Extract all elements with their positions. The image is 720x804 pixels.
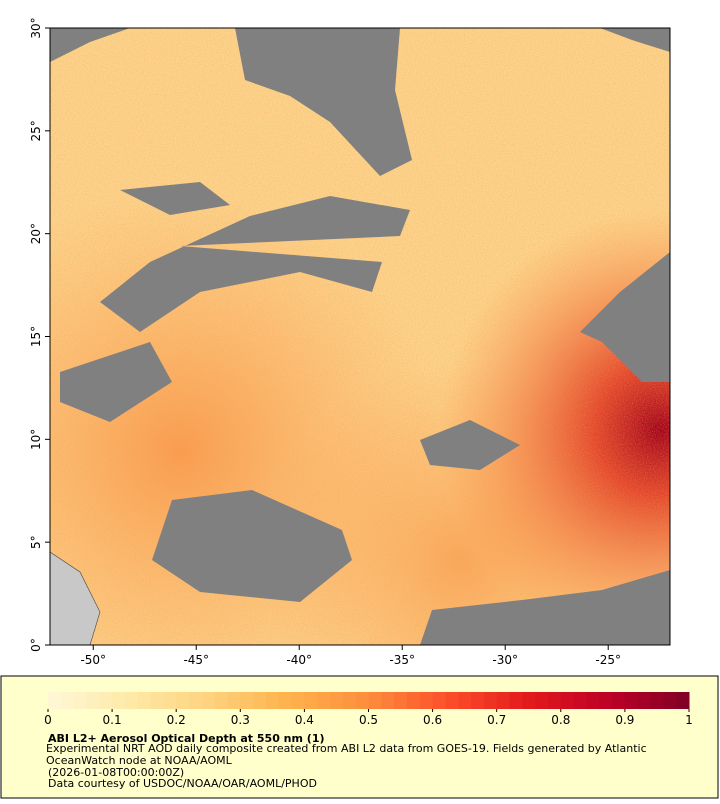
- colorbar-segment: [509, 692, 523, 709]
- lat-tick-label: 10°: [29, 429, 43, 450]
- colorbar-segment: [240, 692, 254, 709]
- colorbar-tick-label: 0.1: [103, 713, 122, 727]
- colorbar-segment: [163, 692, 177, 709]
- caption-description: Experimental NRT AOD daily composite cre…: [46, 743, 647, 767]
- colorbar-segment: [227, 692, 241, 709]
- colorbar-segment: [137, 692, 152, 709]
- colorbar-segment: [73, 692, 87, 709]
- colorbar-segment: [637, 692, 652, 709]
- colorbar-segment: [60, 692, 75, 709]
- colorbar-segment: [458, 692, 472, 709]
- colorbar-segment: [445, 692, 459, 709]
- colorbar-segment: [342, 692, 357, 709]
- cloud-mask: [50, 28, 670, 645]
- lon-tick-label: -50°: [80, 653, 106, 667]
- colorbar-segment: [394, 692, 408, 709]
- colorbar-segment: [560, 692, 575, 709]
- colorbar-tick-label: 0.3: [231, 713, 250, 727]
- colorbar-segment: [214, 692, 228, 709]
- colorbar-segment: [663, 692, 677, 709]
- colorbar-tick-label: 0.4: [295, 713, 314, 727]
- colorbar-segment: [278, 692, 293, 709]
- lon-tick-label: -30°: [492, 653, 518, 667]
- colorbar-tick-label: 0.6: [423, 713, 442, 727]
- colorbar-segment: [406, 692, 421, 709]
- colorbar-segment: [522, 692, 536, 709]
- colorbar-segment: [304, 692, 318, 709]
- colorbar-segment: [317, 692, 331, 709]
- colorbar-segment: [535, 692, 549, 709]
- colorbar-segment: [355, 692, 369, 709]
- colorbar-segment: [573, 692, 587, 709]
- colorbar-tick-label: 0: [44, 713, 52, 727]
- colorbar-tick-label: 0.7: [487, 713, 506, 727]
- lat-tick-label: 25°: [29, 120, 43, 141]
- colorbar-tick-label: 0.5: [359, 713, 378, 727]
- lon-tick-label: -25°: [595, 653, 621, 667]
- caption-title: ABI L2+ Aerosol Optical Depth at 550 nm …: [48, 732, 325, 745]
- colorbar-segment: [330, 692, 344, 709]
- lat-tick-label: 30°: [29, 17, 43, 38]
- colorbar-tick-label: 1: [685, 713, 693, 727]
- colorbar-segment: [150, 692, 164, 709]
- colorbar-segment: [86, 692, 100, 709]
- colorbar-segment: [432, 692, 446, 709]
- lon-tick-label: -45°: [183, 653, 209, 667]
- colorbar-segment: [124, 692, 139, 709]
- lat-tick-label: 20°: [29, 223, 43, 244]
- map-field: [50, 28, 670, 645]
- lon-tick-label: -35°: [389, 653, 415, 667]
- caption-credit: Data courtesy of USDOC/NOAA/OAR/AOML/PHO…: [48, 777, 317, 790]
- colorbar-segment: [112, 692, 126, 709]
- colorbar-tick-label: 0.8: [551, 713, 570, 727]
- colorbar-segment: [547, 692, 562, 709]
- colorbar-segment: [599, 692, 613, 709]
- colorbar-segment: [291, 692, 305, 709]
- colorbar-segment: [253, 692, 267, 709]
- colorbar-tick-label: 0.2: [167, 713, 186, 727]
- lat-tick-label: 0°: [29, 638, 43, 652]
- colorbar-segment: [368, 692, 382, 709]
- colorbar-segment: [612, 692, 626, 709]
- colorbar-tick-label: 0.9: [615, 713, 634, 727]
- colorbar-segment: [99, 692, 113, 709]
- colorbar-segment: [189, 692, 203, 709]
- colorbar-segment: [676, 692, 690, 709]
- colorbar-segment: [265, 692, 280, 709]
- caption-time: (2026-01-08T00:00:00Z): [48, 766, 184, 779]
- colorbar-segment: [48, 692, 62, 709]
- colorbar-segment: [381, 692, 395, 709]
- colorbar-segment: [483, 692, 498, 709]
- colorbar-segment: [471, 692, 485, 709]
- lat-tick-label: 5°: [29, 535, 43, 549]
- land: [50, 551, 101, 645]
- lon-tick-label: -40°: [286, 653, 312, 667]
- colorbar-segment: [624, 692, 639, 709]
- colorbar-segment: [419, 692, 434, 709]
- colorbar-segment: [496, 692, 511, 709]
- colorbar-segment: [201, 692, 216, 709]
- colorbar-segment: [650, 692, 664, 709]
- caption-description-box: Experimental NRT AOD daily composite cre…: [46, 743, 647, 767]
- colorbar-segment: [586, 692, 600, 709]
- lat-tick-label: 15°: [29, 326, 43, 347]
- colorbar-segment: [176, 692, 190, 709]
